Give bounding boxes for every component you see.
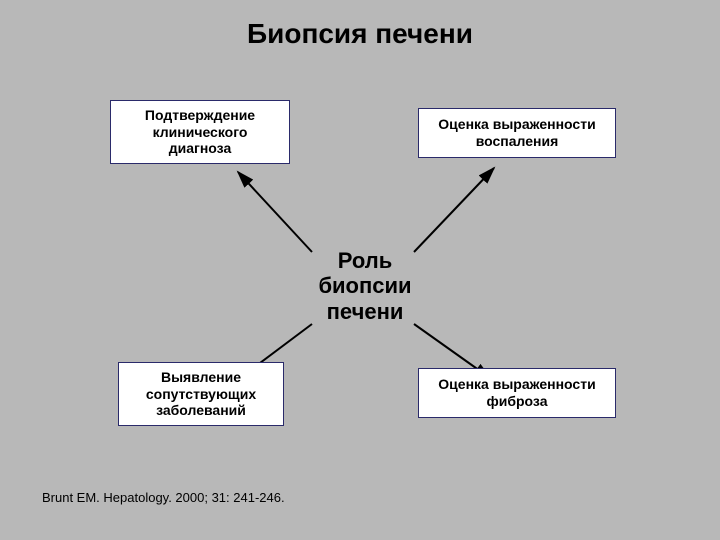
box-top-right: Оценка выраженностивоспаления	[418, 108, 616, 158]
box-top-left: Подтверждениеклиническогодиагноза	[110, 100, 290, 164]
box-bottom-left: Выявлениесопутствующихзаболеваний	[118, 362, 284, 426]
center-label: Рольбиопсиипечени	[300, 248, 430, 324]
page-title: Биопсия печени	[0, 18, 720, 50]
diagram-canvas: Биопсия печени Подтверждениеклинического…	[0, 0, 720, 540]
citation: Brunt EM. Hepatology. 2000; 31: 241-246.	[42, 490, 285, 505]
box-bottom-right: Оценка выраженностифиброза	[418, 368, 616, 418]
